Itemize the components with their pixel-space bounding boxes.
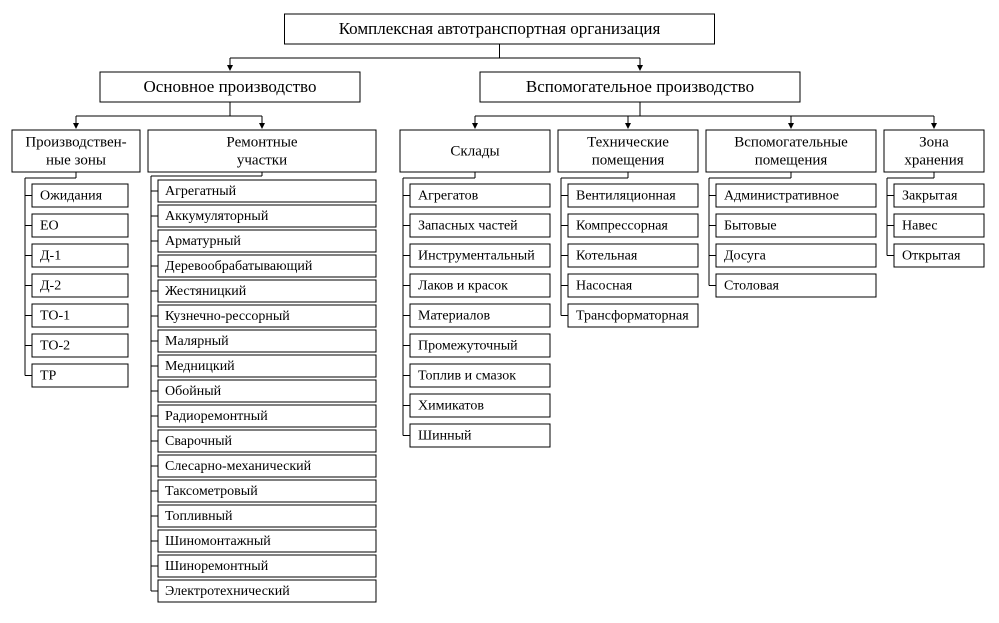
l1-main-label: Основное производство: [144, 77, 317, 96]
l2-storage-label2: хранения: [904, 152, 963, 168]
tech-leaf-label: Трансформаторная: [576, 309, 689, 324]
repair-leaf-label: Сварочный: [165, 434, 233, 449]
repair-leaf-label: Деревообрабатывающий: [165, 259, 313, 274]
storage-leaf-label: Закрытая: [902, 189, 958, 204]
zones-leaf-label: Д-1: [40, 249, 61, 264]
auxrooms-leaf-label: Бытовые: [724, 219, 777, 234]
l2-zones-label2: ные зоны: [46, 152, 106, 168]
stores-leaf-label: Запасных частей: [418, 219, 518, 234]
stores-leaf-label: Лаков и красок: [418, 279, 508, 294]
stores-leaf-label: Инструментальный: [418, 249, 535, 264]
repair-leaf-label: Аккумуляторный: [165, 209, 269, 224]
repair-leaf-label: Топливный: [165, 509, 233, 524]
repair-leaf-label: Шиномонтажный: [165, 534, 271, 549]
stores-leaf-label: Агрегатов: [418, 189, 479, 204]
stores-leaf-label: Химикатов: [418, 399, 484, 414]
auxrooms-leaf-label: Административное: [724, 189, 839, 204]
l2-repair-label2: участки: [237, 152, 287, 168]
repair-leaf-label: Медницкий: [165, 359, 235, 374]
repair-leaf-label: Электротехнический: [165, 584, 290, 599]
l1-aux-label: Вспомогательное производство: [526, 77, 754, 96]
zones-leaf-label: ТО-2: [40, 339, 70, 354]
repair-leaf-label: Кузнечно-рессорный: [165, 309, 290, 324]
repair-leaf-label: Малярный: [165, 334, 229, 349]
l2-tech-label2: помещения: [592, 152, 665, 168]
zones-leaf-label: ТО-1: [40, 309, 70, 324]
zones-leaf-label: ТР: [40, 369, 57, 384]
l2-zones-label1: Производствен-: [25, 134, 126, 150]
storage-leaf-label: Открытая: [902, 249, 961, 264]
repair-leaf-label: Слесарно-механический: [165, 459, 312, 474]
tech-leaf-label: Вентиляционная: [576, 189, 676, 204]
root-label: Комплексная автотранспортная организация: [339, 19, 661, 38]
l2-storage-label1: Зона: [919, 134, 949, 150]
auxrooms-leaf-label: Столовая: [724, 279, 780, 294]
stores-leaf-label: Промежуточный: [418, 339, 518, 354]
zones-leaf-label: ЕО: [40, 219, 59, 234]
auxrooms-leaf-label: Досуга: [724, 249, 767, 264]
org-tree-diagram: Комплексная автотранспортная организация…: [10, 10, 989, 613]
repair-leaf-label: Таксометровый: [165, 484, 258, 499]
repair-leaf-label: Радиоремонтный: [165, 409, 268, 424]
stores-leaf-label: Топлив и смазок: [418, 369, 516, 384]
l2-tech-label1: Технические: [587, 134, 669, 150]
repair-leaf-label: Арматурный: [165, 234, 241, 249]
zones-leaf-label: Ожидания: [40, 189, 103, 204]
stores-leaf-label: Материалов: [418, 309, 490, 324]
l2-repair-label1: Ремонтные: [226, 134, 297, 150]
l2-auxrooms-label2: помещения: [755, 152, 828, 168]
tech-leaf-label: Насосная: [576, 279, 633, 294]
tech-leaf-label: Компрессорная: [576, 219, 668, 234]
repair-leaf-label: Шиноремонтный: [165, 559, 269, 574]
repair-leaf-label: Обойный: [165, 384, 222, 399]
tech-leaf-label: Котельная: [576, 249, 638, 264]
storage-leaf-label: Навес: [902, 219, 938, 234]
repair-leaf-label: Агрегатный: [165, 184, 237, 199]
zones-leaf-label: Д-2: [40, 279, 61, 294]
l2-stores-label: Склады: [450, 143, 499, 159]
stores-leaf-label: Шинный: [418, 429, 472, 444]
repair-leaf-label: Жестяницкий: [165, 284, 247, 299]
l2-auxrooms-label1: Вспомогательные: [734, 134, 848, 150]
